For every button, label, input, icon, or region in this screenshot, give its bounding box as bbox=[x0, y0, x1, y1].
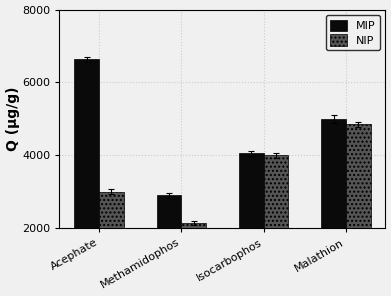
Bar bbox=[264, 155, 288, 228]
Bar bbox=[74, 59, 99, 228]
Bar bbox=[157, 195, 181, 228]
Bar bbox=[181, 223, 206, 228]
Legend: MIP, NIP: MIP, NIP bbox=[326, 15, 380, 50]
Bar bbox=[321, 119, 346, 228]
Bar bbox=[239, 153, 264, 228]
Bar bbox=[346, 124, 371, 228]
Bar bbox=[99, 192, 124, 228]
Y-axis label: Q (μg/g): Q (μg/g) bbox=[5, 86, 20, 151]
